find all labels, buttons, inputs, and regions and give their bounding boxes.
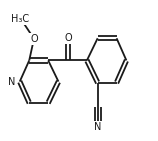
Text: H₃C: H₃C — [12, 14, 30, 24]
Text: N: N — [8, 77, 15, 87]
Text: N: N — [94, 122, 101, 132]
Text: O: O — [30, 34, 38, 44]
Text: O: O — [64, 33, 72, 43]
